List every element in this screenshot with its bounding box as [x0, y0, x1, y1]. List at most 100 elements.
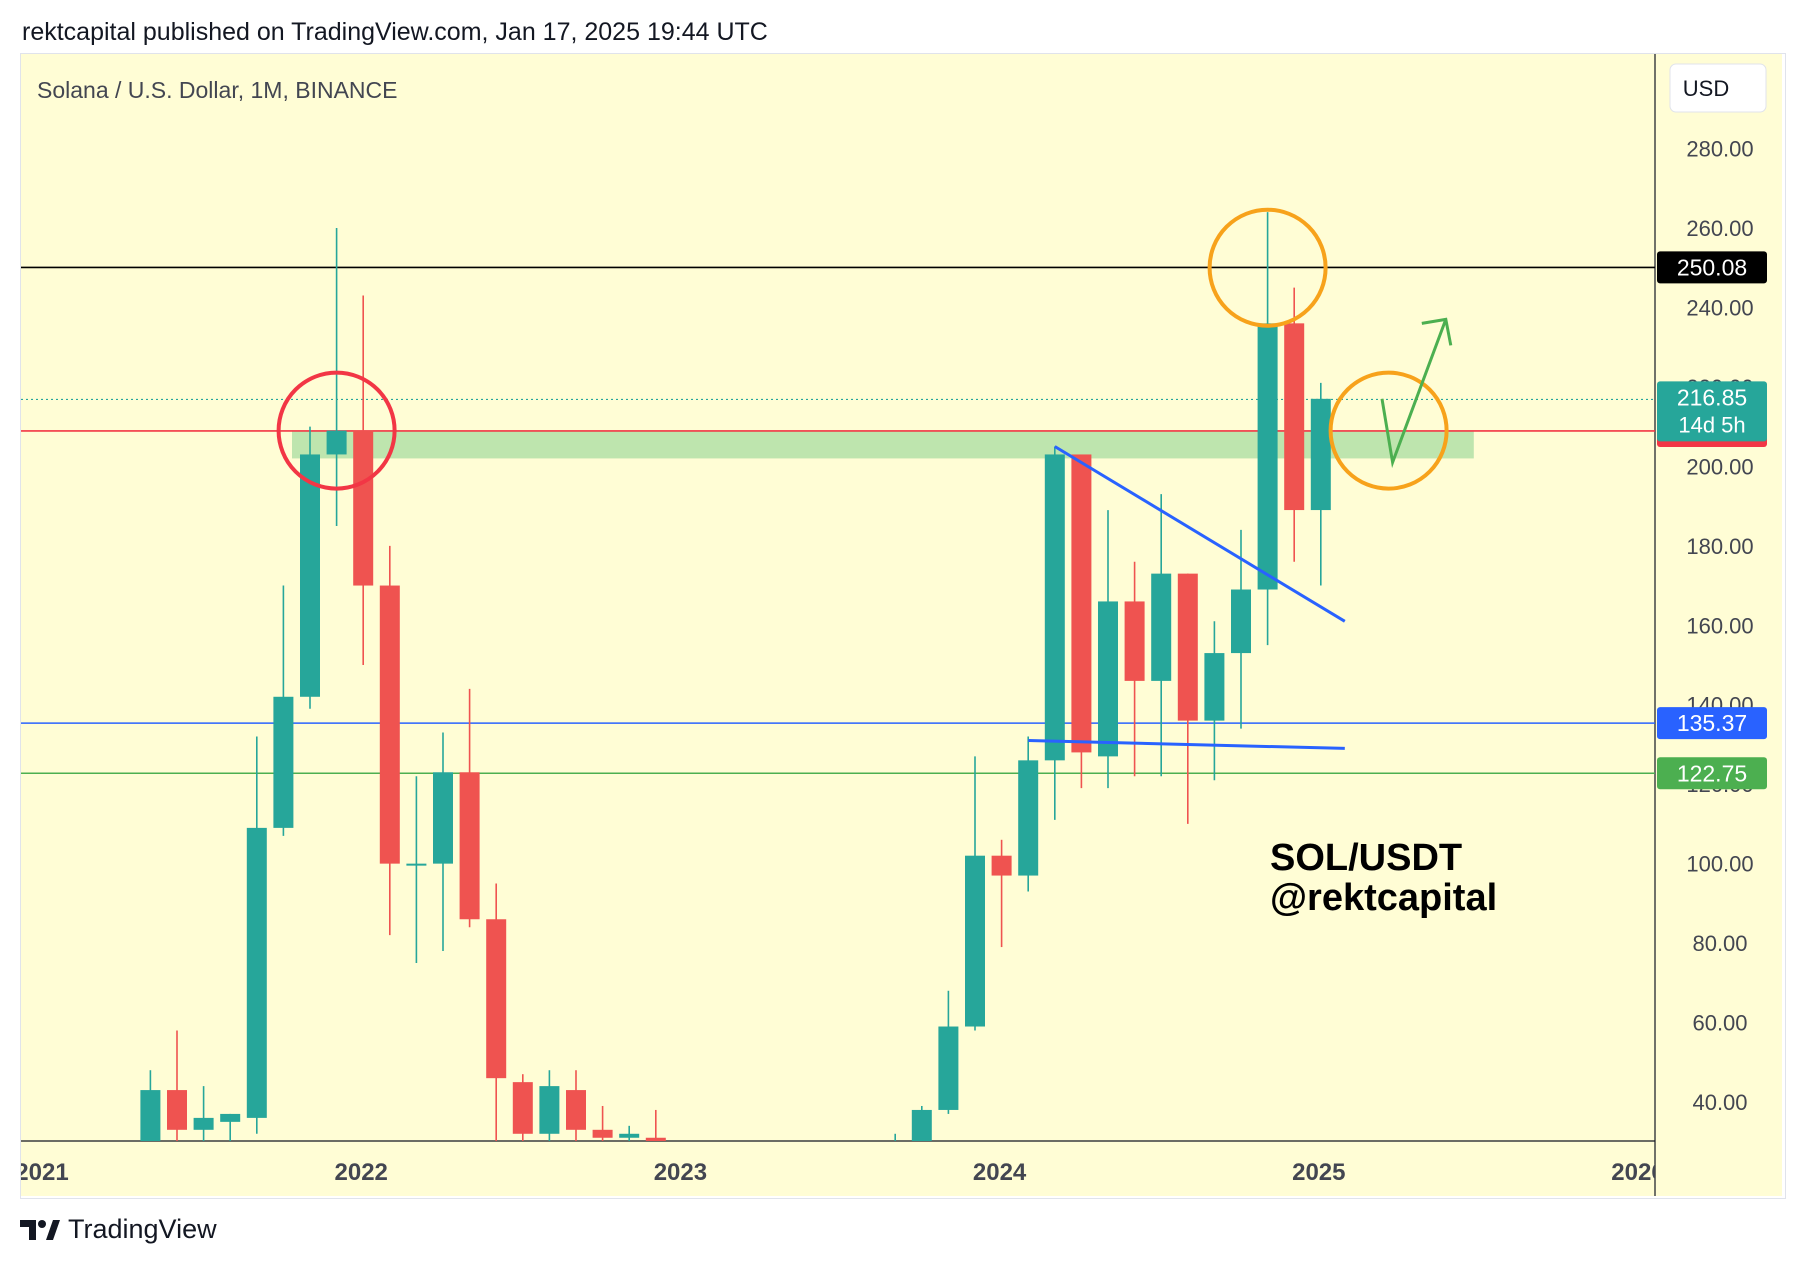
candle[interactable]	[1177, 573, 1198, 824]
level-price-label[interactable]: 122.75	[1657, 757, 1767, 790]
candle[interactable]	[167, 1030, 187, 1173]
symbol-title[interactable]: Solana / U.S. Dollar, 1M, BINANCE	[37, 77, 397, 103]
candle[interactable]	[911, 1105, 932, 1150]
countdown-label: 14d 5h	[1678, 412, 1745, 437]
tradingview-logo-icon[interactable]	[20, 1216, 60, 1244]
candle-body	[220, 1113, 241, 1122]
candle-body	[193, 1117, 214, 1130]
candle[interactable]	[592, 1105, 613, 1150]
last-price-label-bg	[1657, 381, 1767, 442]
currency-button[interactable]: USD	[1669, 63, 1767, 113]
candle-body	[1071, 454, 1092, 753]
candle-body	[991, 855, 1012, 876]
y-tick-label: 240.00	[1686, 295, 1753, 320]
x-tick-label: 2024	[973, 1159, 1027, 1186]
candle[interactable]	[406, 776, 427, 963]
chart-frame	[20, 53, 1786, 1199]
candle-body	[1257, 323, 1278, 590]
candle[interactable]	[1310, 382, 1331, 586]
candle[interactable]	[1071, 454, 1092, 789]
footer: TradingView	[20, 1214, 217, 1245]
annotation-line-1: SOL/USDT	[1270, 837, 1462, 879]
highlight-circle[interactable]	[276, 370, 397, 491]
candle-body	[406, 863, 427, 866]
time-axis-background	[21, 1141, 1655, 1196]
level-price-label-text: 135.37	[1677, 710, 1747, 736]
candle[interactable]	[379, 545, 400, 936]
candle[interactable]	[1257, 212, 1278, 646]
candle[interactable]	[220, 1113, 241, 1142]
candle[interactable]	[326, 228, 347, 526]
candle[interactable]	[991, 839, 1012, 948]
candle[interactable]	[539, 1070, 560, 1142]
level-price-label-text: 250.08	[1677, 254, 1747, 280]
candle[interactable]	[1204, 621, 1225, 781]
candle[interactable]	[938, 990, 959, 1114]
candle[interactable]	[433, 732, 453, 952]
candle[interactable]	[1124, 561, 1145, 777]
level-price-label-bg	[1657, 757, 1767, 790]
candle-body	[539, 1086, 560, 1134]
candle-body	[459, 772, 480, 920]
candle-body	[619, 1133, 640, 1138]
candle-body	[1151, 573, 1172, 681]
candle[interactable]	[512, 1074, 533, 1149]
candle[interactable]	[645, 1109, 666, 1150]
candle-body	[433, 772, 453, 864]
plot-background	[21, 54, 1655, 1141]
candle[interactable]	[486, 883, 507, 1158]
trend-line[interactable]	[1054, 445, 1346, 623]
candle[interactable]	[1018, 736, 1039, 892]
candle-body	[140, 1090, 161, 1141]
candle-body	[592, 1129, 613, 1138]
candle-body	[512, 1082, 533, 1134]
y-tick-label: 160.00	[1686, 613, 1753, 638]
candle-body	[379, 585, 400, 864]
candle[interactable]	[1231, 529, 1251, 729]
candle[interactable]	[885, 1133, 905, 1144]
candle-body	[1098, 601, 1118, 757]
tradingview-brand[interactable]: TradingView	[68, 1214, 217, 1244]
candle[interactable]	[566, 1070, 586, 1142]
candle[interactable]	[965, 756, 985, 1031]
level-price-label[interactable]: 250.08	[1657, 251, 1767, 284]
candle-body	[965, 855, 985, 1027]
last-price-value: 216.85	[1677, 384, 1747, 410]
candle-body	[1124, 601, 1145, 681]
candle[interactable]	[246, 736, 267, 1134]
candle[interactable]	[140, 1070, 161, 1157]
trend-line[interactable]	[1028, 738, 1345, 750]
x-tick-label: 2023	[654, 1159, 707, 1186]
plot-area: SOL/USDT@rektcapital	[21, 207, 1655, 1173]
candle[interactable]	[273, 585, 294, 836]
annotation-line-2: @rektcapital	[1270, 877, 1497, 919]
candle[interactable]	[1284, 287, 1305, 562]
highlight-circle[interactable]	[1328, 370, 1449, 491]
candle-body	[300, 454, 320, 697]
candle[interactable]	[1044, 446, 1065, 820]
highlight-circle[interactable]	[1207, 207, 1328, 328]
candle[interactable]	[1151, 494, 1172, 777]
level-price-label[interactable]: 135.37	[1657, 707, 1767, 740]
candle-body	[1310, 398, 1331, 511]
projection-path[interactable]	[1380, 318, 1448, 469]
candle-body	[1231, 589, 1251, 654]
candle-body	[911, 1109, 932, 1141]
candle[interactable]	[300, 426, 320, 709]
x-tick-label: 2021	[15, 1159, 68, 1186]
candle-body	[353, 430, 374, 586]
candle[interactable]	[193, 1086, 214, 1173]
currency-label: USD	[1683, 76, 1729, 101]
candle-body	[167, 1090, 187, 1130]
price-axis-background	[1655, 54, 1782, 1196]
x-tick-label: 2025	[1292, 1159, 1345, 1186]
x-tick-label: 2026	[1611, 1159, 1664, 1186]
candle[interactable]	[619, 1125, 640, 1142]
candle-body	[938, 1026, 959, 1110]
publisher-info: rektcapital published on TradingView.com…	[22, 18, 768, 46]
candle[interactable]	[459, 688, 480, 928]
candle-body	[1177, 573, 1198, 721]
candle-body	[1284, 323, 1305, 511]
